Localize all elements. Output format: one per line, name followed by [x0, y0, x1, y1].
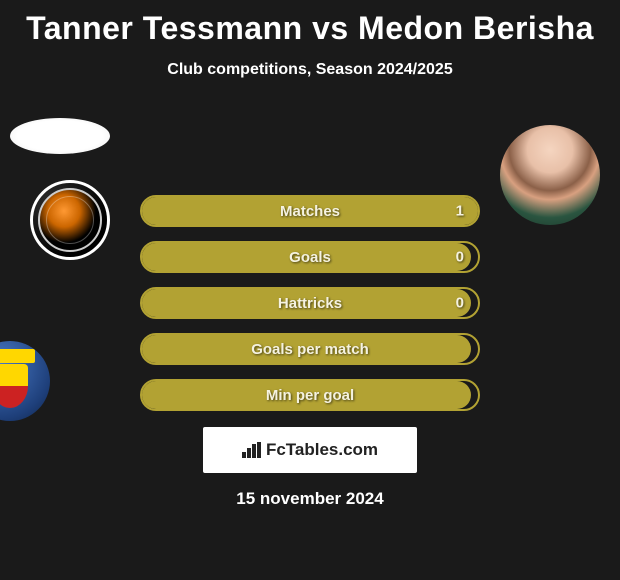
stat-value-right: 0	[456, 295, 464, 312]
stat-label: Matches	[280, 203, 340, 220]
player-right-avatar	[500, 125, 600, 225]
stat-row-hattricks: Hattricks 0	[140, 287, 480, 319]
date-label: 15 november 2024	[0, 489, 620, 509]
bar-chart-icon	[242, 442, 262, 458]
stat-label: Goals	[289, 249, 331, 266]
stat-label: Hattricks	[278, 295, 342, 312]
stat-label: Goals per match	[251, 341, 369, 358]
brand-text: FcTables.com	[266, 440, 378, 460]
stat-row-min-per-goal: Min per goal	[140, 379, 480, 411]
stat-row-matches: Matches 1	[140, 195, 480, 227]
stat-value-right: 1	[456, 203, 464, 220]
page-title: Tanner Tessmann vs Medon Berisha	[0, 0, 620, 47]
stat-row-goals: Goals 0	[140, 241, 480, 273]
stat-row-goals-per-match: Goals per match	[140, 333, 480, 365]
player-left-avatar	[10, 118, 110, 154]
brand-box[interactable]: FcTables.com	[203, 427, 417, 473]
stat-value-right: 0	[456, 249, 464, 266]
club-left-badge	[30, 180, 110, 260]
stat-label: Min per goal	[266, 387, 354, 404]
subtitle: Club competitions, Season 2024/2025	[0, 61, 620, 79]
